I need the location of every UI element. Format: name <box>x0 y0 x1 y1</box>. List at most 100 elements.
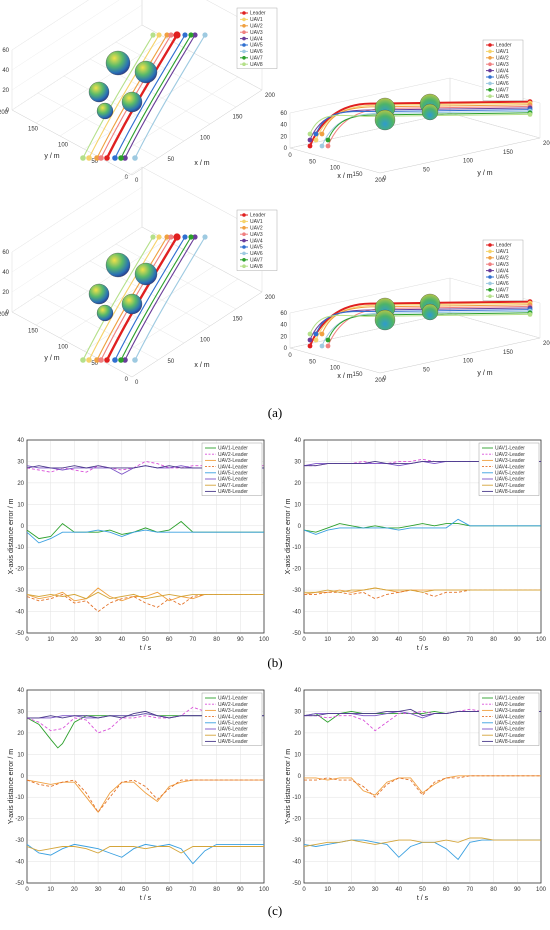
y-tick-label: 30 <box>294 459 301 465</box>
z-tick-label: 20 <box>280 134 287 140</box>
y-tick-label: -30 <box>292 588 301 594</box>
trajectory-3d-view-top-left: 0204060z / m050100150200y / m05010015020… <box>0 0 278 184</box>
legend-marker <box>242 264 246 269</box>
start-marker <box>319 331 325 337</box>
y-tick-label: -30 <box>292 838 301 844</box>
start-marker <box>307 331 313 337</box>
y-tick-label: 50 <box>423 367 430 373</box>
trajectory-line <box>82 236 154 361</box>
y-tick-label: 100 <box>58 345 69 351</box>
series-line <box>26 779 264 813</box>
y-tick-label: 0 <box>298 524 302 530</box>
legend-label: UAV2 <box>250 226 263 232</box>
legend-label: UAV7 <box>250 56 263 62</box>
trajectory-line <box>124 236 196 361</box>
legend-label: UAV6-Leader <box>495 727 525 733</box>
x-tick-label: 90 <box>237 637 244 643</box>
trajectory-side-view-top-right: 0204060005050100100150150200200x / my / … <box>280 39 550 184</box>
x-tick-label: 100 <box>259 887 270 893</box>
x-tick-label: 10 <box>324 637 331 643</box>
legend-label: UAV7-Leader <box>218 483 248 489</box>
y-tick-label: 30 <box>17 459 24 465</box>
chart-b-left: 0 10 20 30 40 50 60 70 80 90 100 -50 -40 -30 -20 -10 0 10… <box>8 438 270 652</box>
legend-label: UAV3 <box>250 30 263 36</box>
z-tick-label: 0 <box>284 146 288 152</box>
legend-marker <box>242 24 246 28</box>
y-tick-label: 200 <box>543 341 550 347</box>
legend-label: UAV1 <box>250 17 263 23</box>
y-axis-label: y / m <box>477 170 492 177</box>
y-tick-label: 0 <box>21 524 25 530</box>
x-tick-label: 40 <box>118 637 125 643</box>
trajectory-line <box>309 300 531 347</box>
x-axis-label: t / s <box>140 895 152 902</box>
legend-marker <box>488 255 492 260</box>
y-tick-label: 50 <box>91 159 98 165</box>
y-tick-label: 30 <box>17 709 24 715</box>
legend-marker <box>242 258 246 262</box>
x-tick-label: 30 <box>95 887 102 893</box>
start-marker <box>307 143 313 149</box>
trajectory-panels: 0204060z / m050100150200y / m05010015020… <box>0 0 550 386</box>
end-marker <box>192 234 198 240</box>
legend-label: UAV4-Leader <box>495 714 525 720</box>
start-marker <box>307 337 313 343</box>
legend-label: UAV8 <box>250 264 263 270</box>
floor-grid <box>37 294 159 361</box>
start-marker <box>313 131 319 137</box>
start-marker <box>307 137 313 143</box>
legend-label: UAV7 <box>250 258 263 264</box>
trajectory-side-view-bottom-right: 0204060005050100100150150200200x / my / … <box>280 239 550 384</box>
start-marker <box>94 155 100 161</box>
obstacle-sphere <box>421 103 439 121</box>
z-grid <box>11 0 120 71</box>
z-grid <box>11 4 143 91</box>
trajectory-line <box>88 236 160 361</box>
y-axis-label: y / m <box>44 153 59 160</box>
start-marker <box>122 155 128 161</box>
legend-label: UAV8-Leader <box>495 489 525 495</box>
legend-label: UAV6 <box>250 49 263 55</box>
start-marker <box>313 337 319 343</box>
start-marker <box>319 143 325 149</box>
floor-grid <box>59 252 191 339</box>
chart-c-left: 0 10 20 30 40 50 60 70 80 90 100 -50 -40 -30 -20 -10 0 10… <box>8 688 270 902</box>
y-tick-label: 150 <box>503 350 514 356</box>
y-tick-label: 20 <box>294 731 301 737</box>
x-tick-label: 0 <box>302 887 306 893</box>
x-tick-label: 50 <box>168 359 175 365</box>
plot-frame <box>303 439 542 634</box>
legend-label: UAV1 <box>250 219 263 225</box>
legend-marker <box>488 294 492 299</box>
legend-label: Leader <box>496 43 512 49</box>
y-tick-label: -10 <box>292 545 301 551</box>
x-tick-label: 150 <box>352 372 363 378</box>
x-tick-label: 70 <box>467 637 474 643</box>
x-tick-label: 10 <box>324 887 331 893</box>
start-marker <box>112 155 118 161</box>
legend-label: UAV5 <box>250 245 263 251</box>
legend-label: UAV6-Leader <box>218 727 248 733</box>
legend-label: UAV4 <box>496 268 509 274</box>
trajectory-line <box>309 100 531 147</box>
legend-marker <box>488 288 492 292</box>
x-tick-label: 80 <box>490 637 497 643</box>
start-marker <box>325 137 331 143</box>
obstacle-sphere <box>105 50 131 76</box>
x-tick-label: 50 <box>168 157 175 163</box>
y-tick-label: -20 <box>15 817 24 823</box>
y-tick-label: 10 <box>17 502 24 508</box>
y-tick-label: 200 <box>0 312 9 318</box>
x-tick-label: 50 <box>419 637 426 643</box>
x-tick-label: 20 <box>71 887 78 893</box>
end-marker <box>164 32 170 38</box>
end-marker <box>527 312 533 317</box>
x-tick-label: 80 <box>490 887 497 893</box>
series-line <box>26 529 264 544</box>
legend-marker <box>242 238 246 243</box>
start-marker <box>132 155 138 161</box>
x-axis-label: t / s <box>140 645 152 652</box>
series-line <box>26 591 264 600</box>
end-marker <box>173 31 181 39</box>
y-tick-label: 50 <box>91 361 98 367</box>
